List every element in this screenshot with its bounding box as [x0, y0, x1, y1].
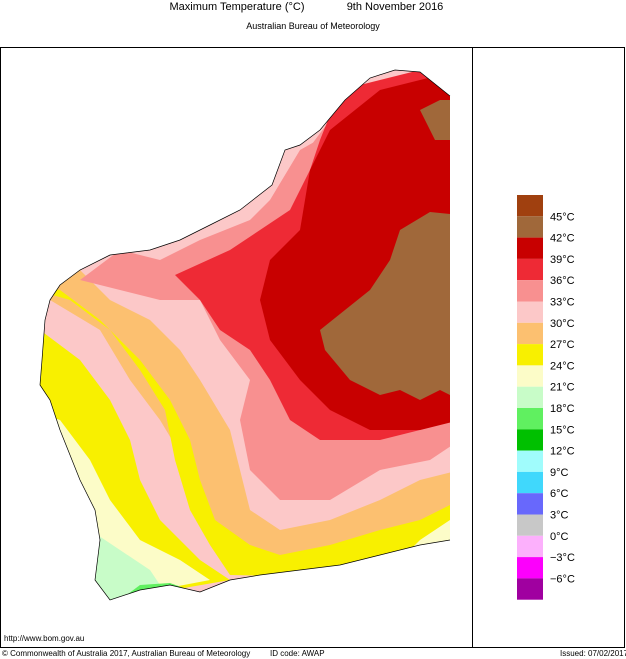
- legend-label: 36°C: [550, 275, 575, 287]
- legend-swatch: [517, 471, 543, 494]
- legend-swatch: [517, 408, 543, 430]
- legend-swatch: [517, 450, 543, 472]
- legend-swatch: [517, 195, 543, 217]
- legend-swatch: [517, 258, 543, 281]
- legend-swatch: [517, 237, 543, 259]
- frame: [0, 47, 625, 648]
- id-code: ID code: AWAP: [270, 649, 325, 658]
- legend-label: 18°C: [550, 403, 575, 415]
- date: 9th November 2016: [347, 1, 444, 13]
- legend-label: 33°C: [550, 297, 575, 309]
- legend-swatch: [517, 493, 543, 515]
- legend-swatch: [517, 216, 543, 238]
- legend-label: 0°C: [550, 531, 569, 543]
- legend-label: 45°C: [550, 211, 575, 223]
- subtitle: Australian Bureau of Meteorology: [246, 21, 380, 31]
- region: [420, 100, 450, 140]
- legend-label: 15°C: [550, 424, 575, 436]
- legend-label: 27°C: [550, 339, 575, 351]
- legend-swatch: [517, 557, 543, 579]
- url: http://www.bom.gov.au: [4, 634, 84, 643]
- legend-label: 42°C: [550, 233, 575, 245]
- legend-label: −6°C: [550, 573, 575, 585]
- legend-swatch: [517, 386, 543, 408]
- title: Maximum Temperature (°C): [169, 1, 304, 13]
- legend-swatch: [517, 365, 543, 387]
- legend-swatch: [517, 280, 543, 302]
- coastline: [39, 69, 451, 601]
- legend-label: 12°C: [550, 446, 575, 458]
- legend-label: 6°C: [550, 488, 569, 500]
- region: [40, 250, 450, 580]
- legend-label: 9°C: [550, 467, 569, 479]
- legend-label: 39°C: [550, 254, 575, 266]
- legend: 45°C 42°C 39°C 36°C 33°C 30°C 27°C 24°C 21°C 18°C…: [517, 195, 575, 600]
- temperature-map: [40, 70, 450, 600]
- legend-swatch: [517, 301, 543, 323]
- legend-swatch: [517, 535, 543, 558]
- legend-label: 30°C: [550, 318, 575, 330]
- issued: Issued: 07/02/2017: [560, 649, 626, 658]
- copyright: © Commonwealth of Australia 2017, Austra…: [2, 649, 250, 658]
- legend-label: −3°C: [550, 552, 575, 564]
- legend-label: 24°C: [550, 360, 575, 372]
- legend-swatch: [517, 429, 543, 451]
- legend-swatch: [517, 344, 543, 366]
- legend-swatch: [517, 514, 543, 536]
- region: [320, 212, 450, 400]
- legend-swatch: [517, 578, 543, 600]
- legend-swatch: [517, 322, 543, 345]
- legend-label: 21°C: [550, 382, 575, 394]
- legend-label: 3°C: [550, 510, 569, 522]
